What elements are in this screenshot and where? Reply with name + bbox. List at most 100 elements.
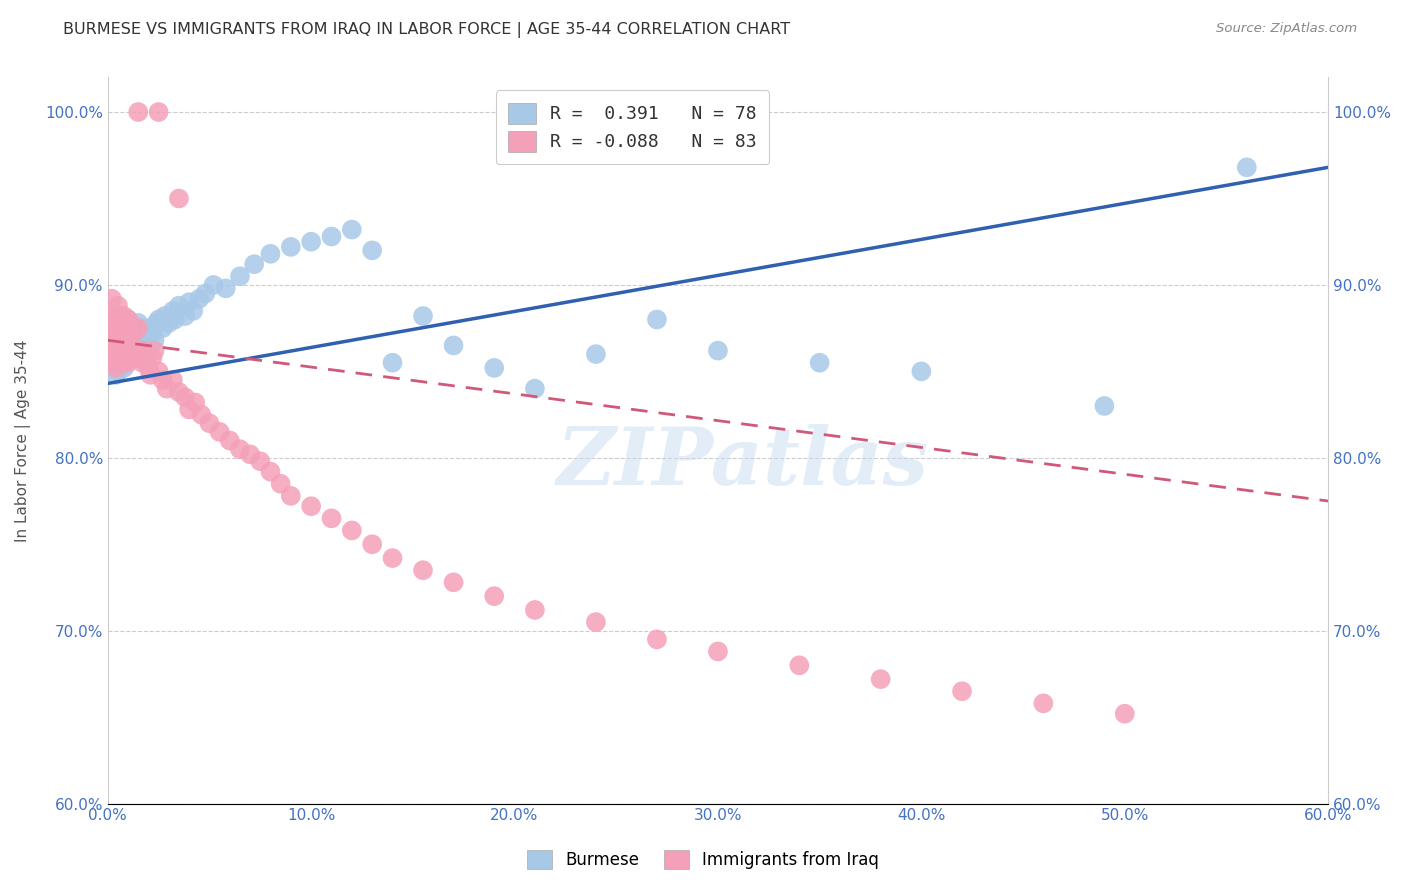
Point: [111, 333, 134, 347]
Point: [108, 351, 131, 365]
Point: [179, 295, 201, 310]
Point: [585, 615, 607, 629]
Point: [107, 338, 129, 352]
Point: [167, 299, 190, 313]
Point: [153, 309, 176, 323]
Point: [184, 395, 207, 409]
Legend: R =  0.391   N = 78, R = -0.088   N = 83: R = 0.391 N = 78, R = -0.088 N = 83: [496, 90, 769, 164]
Point: [299, 235, 322, 249]
Point: [121, 330, 143, 344]
Point: [1032, 696, 1054, 710]
Point: [148, 312, 170, 326]
Point: [174, 309, 197, 323]
Point: [910, 364, 932, 378]
Text: ZIPatlas: ZIPatlas: [557, 424, 928, 501]
Point: [111, 312, 134, 326]
Point: [135, 333, 157, 347]
Point: [361, 537, 384, 551]
Point: [280, 489, 302, 503]
Y-axis label: In Labor Force | Age 35-44: In Labor Force | Age 35-44: [15, 339, 31, 541]
Point: [125, 326, 148, 341]
Point: [340, 222, 363, 236]
Point: [361, 244, 384, 258]
Point: [103, 333, 125, 347]
Point: [138, 330, 160, 344]
Point: [143, 343, 166, 358]
Point: [101, 292, 124, 306]
Point: [104, 326, 127, 341]
Point: [122, 319, 145, 334]
Point: [112, 321, 135, 335]
Point: [129, 330, 152, 344]
Point: [270, 476, 292, 491]
Point: [117, 356, 139, 370]
Point: [152, 373, 174, 387]
Point: [259, 247, 281, 261]
Point: [120, 343, 142, 358]
Point: [143, 333, 166, 347]
Point: [98, 343, 121, 358]
Point: [127, 343, 149, 358]
Point: [163, 312, 186, 326]
Point: [121, 351, 143, 365]
Point: [148, 105, 170, 120]
Point: [104, 360, 127, 375]
Point: [523, 382, 546, 396]
Point: [280, 240, 302, 254]
Point: [101, 356, 124, 370]
Point: [156, 382, 179, 396]
Point: [111, 351, 134, 365]
Point: [107, 343, 129, 358]
Text: BURMESE VS IMMIGRANTS FROM IRAQ IN LABOR FORCE | AGE 35-44 CORRELATION CHART: BURMESE VS IMMIGRANTS FROM IRAQ IN LABOR…: [63, 22, 790, 38]
Point: [162, 373, 184, 387]
Point: [122, 343, 145, 358]
Point: [707, 343, 730, 358]
Point: [131, 356, 153, 370]
Point: [115, 321, 138, 335]
Point: [208, 425, 231, 439]
Point: [101, 330, 124, 344]
Point: [321, 229, 343, 244]
Point: [115, 325, 138, 339]
Point: [104, 316, 127, 330]
Point: [381, 356, 404, 370]
Legend: Burmese, Immigrants from Iraq: Burmese, Immigrants from Iraq: [517, 840, 889, 880]
Point: [299, 500, 322, 514]
Point: [138, 360, 160, 375]
Point: [127, 105, 149, 120]
Point: [107, 364, 129, 378]
Point: [134, 321, 156, 335]
Point: [145, 316, 167, 330]
Point: [121, 330, 143, 344]
Point: [111, 333, 134, 347]
Point: [134, 343, 156, 358]
Point: [108, 309, 131, 323]
Point: [122, 321, 145, 335]
Point: [787, 658, 810, 673]
Point: [412, 563, 434, 577]
Point: [125, 351, 148, 365]
Point: [122, 343, 145, 358]
Point: [523, 603, 546, 617]
Point: [249, 454, 271, 468]
Point: [120, 347, 142, 361]
Point: [167, 385, 190, 400]
Point: [135, 351, 157, 365]
Point: [167, 191, 190, 205]
Point: [443, 575, 465, 590]
Point: [98, 316, 121, 330]
Point: [869, 672, 891, 686]
Point: [162, 303, 184, 318]
Point: [107, 321, 129, 335]
Point: [117, 333, 139, 347]
Point: [482, 589, 505, 603]
Point: [215, 281, 238, 295]
Point: [1236, 161, 1258, 175]
Text: Source: ZipAtlas.com: Source: ZipAtlas.com: [1216, 22, 1357, 36]
Point: [950, 684, 973, 698]
Point: [111, 319, 134, 334]
Point: [482, 360, 505, 375]
Point: [112, 309, 135, 323]
Point: [188, 292, 211, 306]
Point: [125, 351, 148, 365]
